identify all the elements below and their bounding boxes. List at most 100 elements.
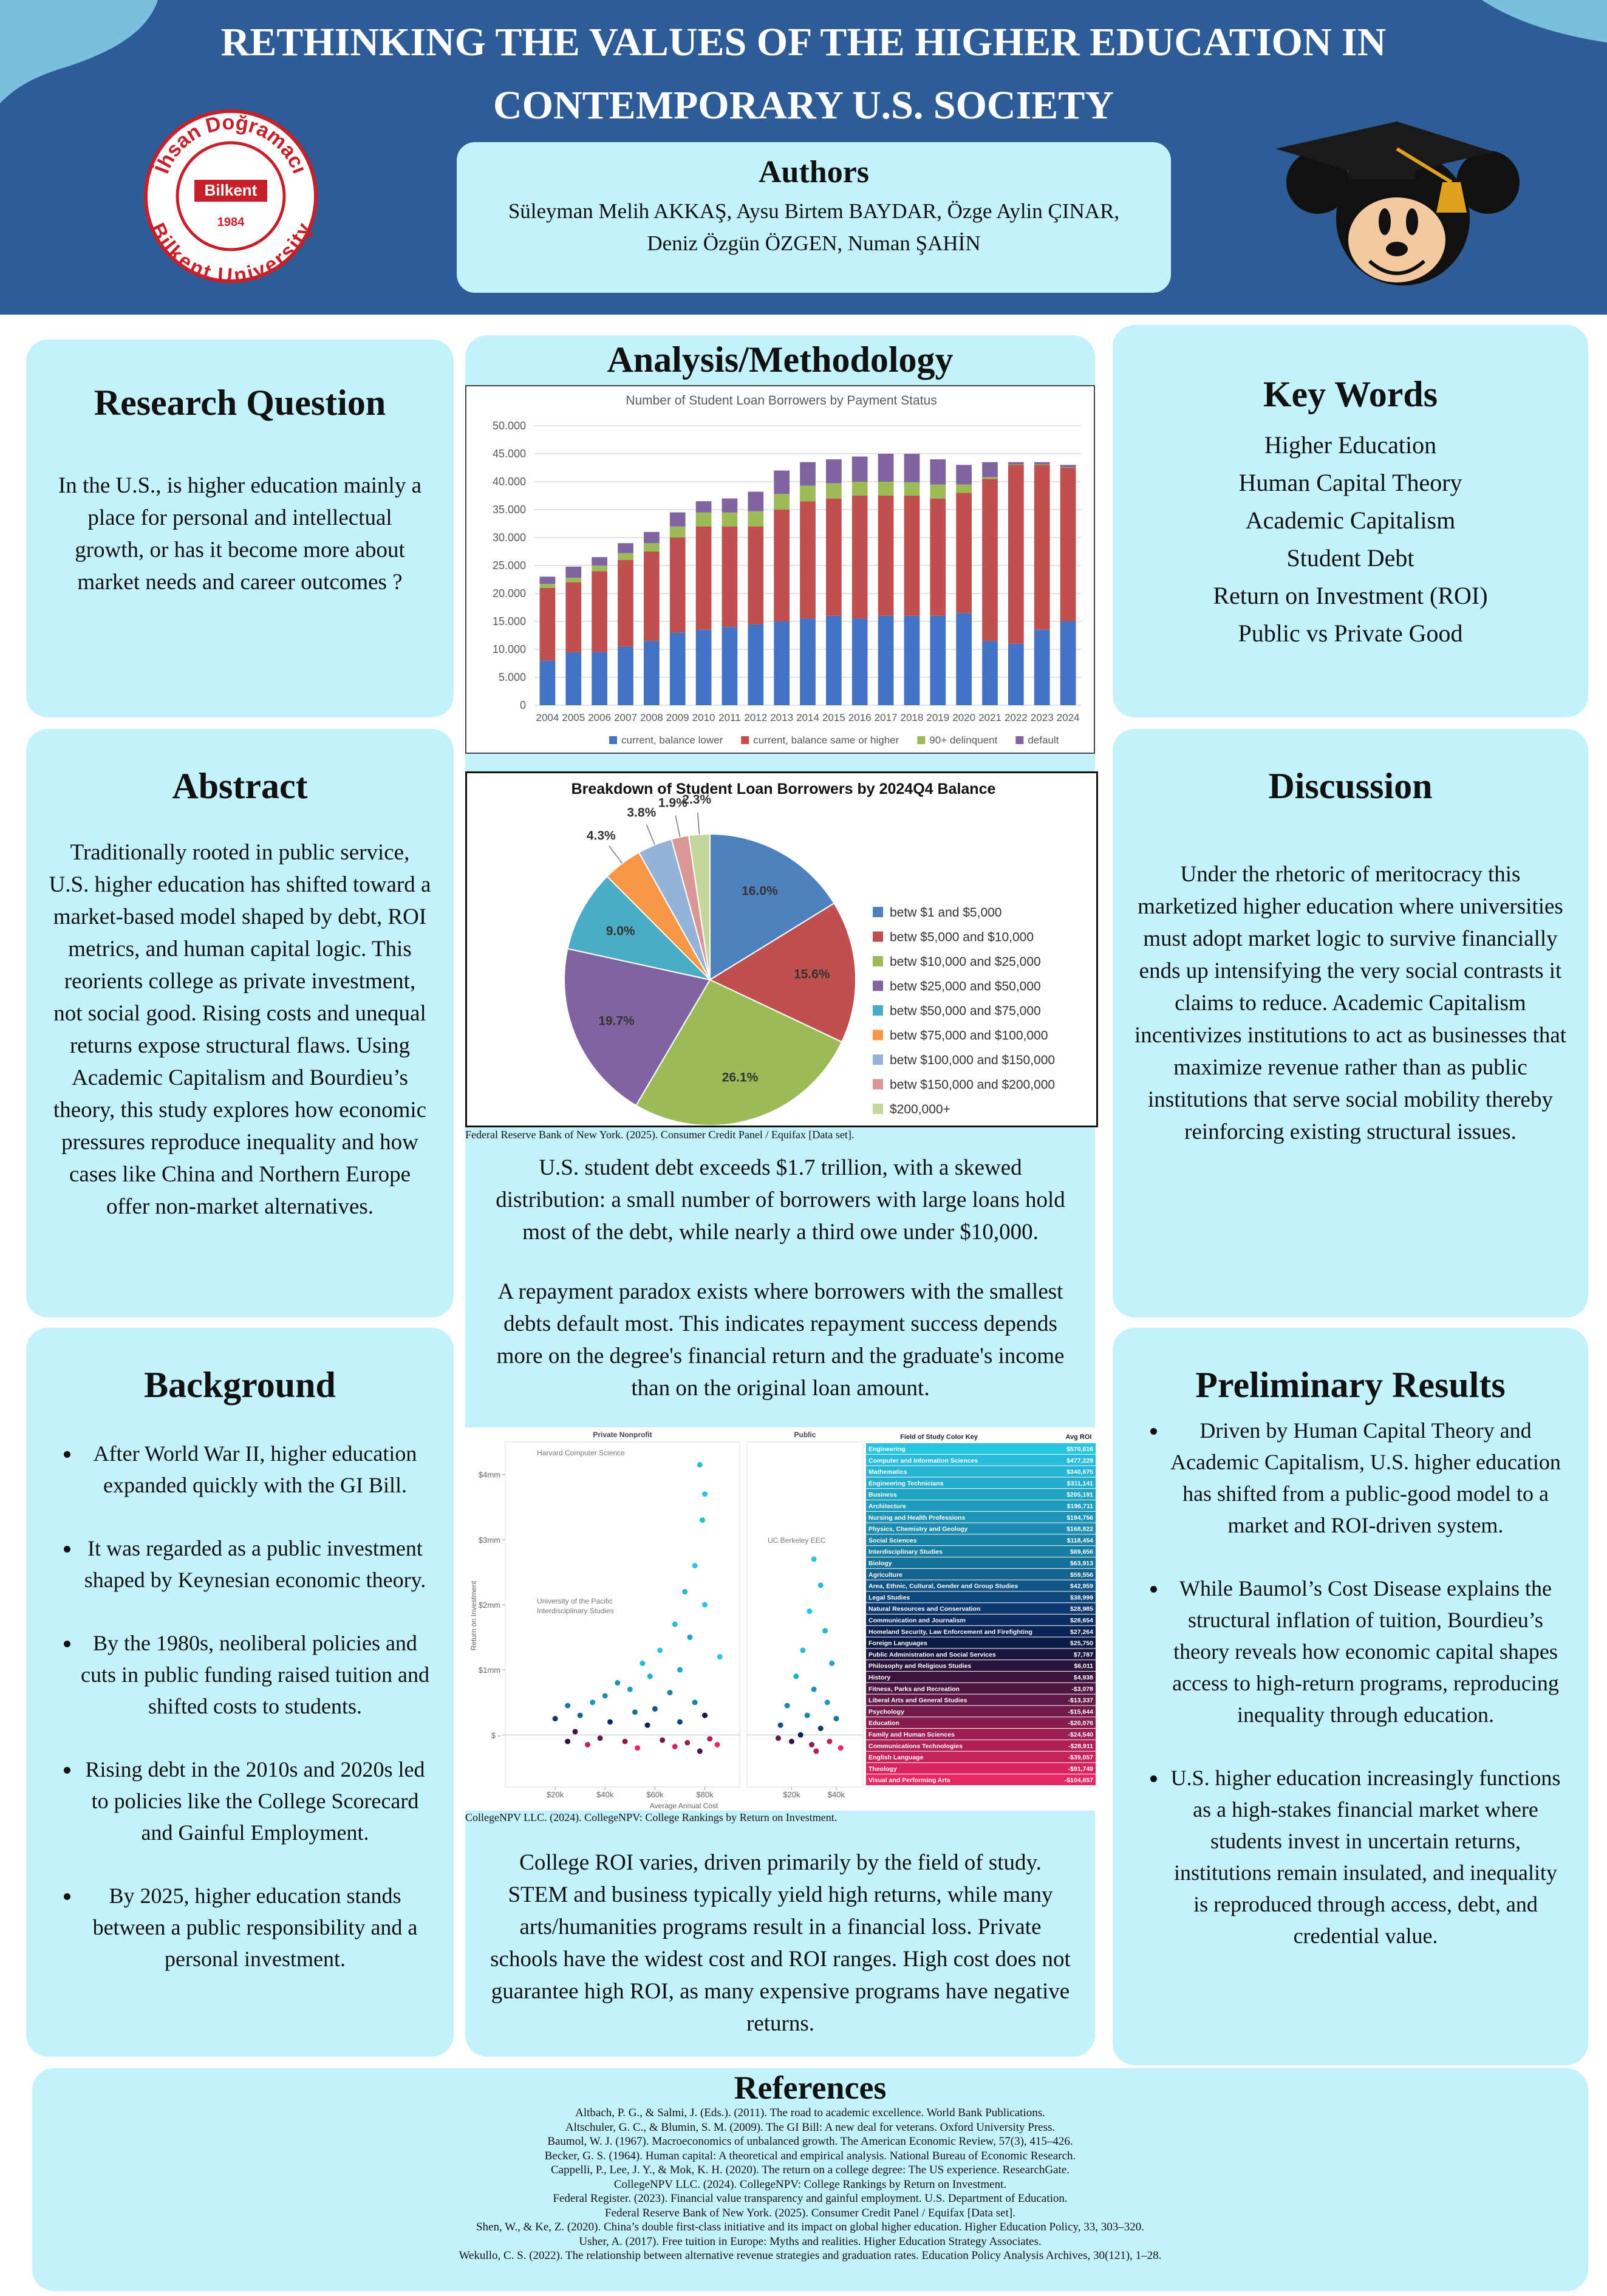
legend-label: current, balance lower	[621, 734, 723, 746]
bar-segment	[695, 512, 712, 527]
pie-slice	[567, 875, 712, 981]
x-tick-label: 2021	[978, 712, 1001, 723]
bar-segment	[982, 477, 998, 479]
data-label: 2.3%	[682, 793, 711, 807]
leader-line	[609, 846, 623, 864]
bar-segment	[644, 531, 660, 544]
x-tick-label: $20k	[547, 1790, 564, 1799]
bar-segment	[722, 627, 738, 705]
section-heading: Discussion	[1268, 766, 1433, 806]
scatter-point	[714, 1741, 720, 1748]
x-tick-label: 2004	[536, 712, 559, 723]
bar-segment	[722, 498, 738, 513]
key-row	[866, 1694, 1096, 1706]
author-line: Deniz Özgün ÖZGEN, Numan ŞAHİN	[647, 231, 981, 255]
scatter-point	[804, 1712, 810, 1718]
legend-label: betw $50,000 and $75,000	[890, 1004, 1041, 1018]
results-panel: Preliminary Results Driven by Human Capi…	[1113, 1328, 1588, 2065]
y-tick-label: $1mm	[479, 1666, 500, 1675]
scatter-point	[607, 1719, 613, 1725]
scatter-point	[793, 1673, 799, 1679]
y-tick-label: 35.000	[493, 504, 526, 516]
bar-segment	[904, 482, 920, 496]
scatter-point	[707, 1736, 713, 1742]
legend-swatch	[873, 1005, 883, 1016]
legend-swatch	[609, 736, 617, 744]
key-word: Return on Investment (ROI)	[1213, 582, 1488, 609]
logo-center: Bilkent	[205, 181, 258, 199]
key-field: Computer and Information Sciences	[868, 1457, 978, 1464]
author-line: Süleyman Melih AKKAŞ, Aysu Birtem BAYDAR…	[508, 199, 1120, 223]
bar-segment	[748, 511, 764, 527]
bar-segment	[722, 512, 738, 527]
chart-title: Number of Student Loan Borrowers by Paym…	[626, 394, 937, 408]
list-item: After World War II, higher education exp…	[81, 1438, 429, 1501]
bar-segment	[722, 526, 738, 627]
bar-segment	[644, 543, 660, 552]
bar-segment	[878, 496, 894, 616]
key-value: $118,454	[1067, 1537, 1093, 1544]
key-row	[866, 1591, 1096, 1603]
bar-segment	[592, 571, 607, 652]
y-tick-label: 10.000	[493, 643, 526, 655]
key-words-list: Higher Education Human Capital Theory Ac…	[1131, 426, 1570, 652]
legend-label: betw $1 and $5,000	[890, 906, 1002, 920]
key-word: Academic Capitalism	[1245, 507, 1456, 534]
reference: Cappelli, P., Lee, J. Y., & Mok, K. H. (…	[550, 2164, 1070, 2176]
bar-segment	[592, 557, 607, 565]
x-tick-label: 2005	[562, 712, 585, 723]
data-label: 15.6%	[794, 968, 830, 982]
legend-swatch	[917, 736, 926, 744]
authors-box: Authors Süleyman Melih AKKAŞ, Aysu Birte…	[457, 142, 1171, 293]
bar-segment	[930, 484, 946, 499]
scatter-point	[640, 1660, 646, 1666]
scatter-point	[797, 1732, 803, 1738]
key-field: Fitness, Parks and Recreation	[868, 1686, 960, 1693]
bar-segment	[669, 512, 686, 527]
chart-source: CollegeNPV LLC. (2024). CollegeNPV: Coll…	[465, 1811, 838, 1823]
panel-title: Private Nonprofit	[593, 1430, 652, 1439]
scatter-point	[677, 1719, 683, 1725]
bar-segment	[982, 641, 998, 705]
x-tick-label: 2012	[744, 712, 767, 723]
key-field: Theology	[868, 1765, 897, 1772]
y-tick-label: $ -	[491, 1731, 500, 1740]
key-row	[866, 1729, 1096, 1740]
scatter-point	[817, 1726, 824, 1732]
results-list: Driven by Human Capital Theory and Acade…	[1125, 1415, 1576, 1952]
data-label: 4.3%	[587, 829, 616, 842]
bar-segment	[592, 652, 607, 705]
key-row	[866, 1751, 1096, 1763]
reference: Altschuler, G. C., & Blumin, S. M. (2009…	[565, 2120, 1056, 2134]
y-tick-label: 50.000	[493, 420, 526, 432]
key-row	[866, 1763, 1096, 1774]
key-field: Mathematics	[868, 1469, 907, 1476]
key-value: $59,556	[1070, 1571, 1093, 1579]
reference: Wekullo, C. S. (2022). The relationship …	[459, 2249, 1162, 2262]
scatter-point	[684, 1740, 691, 1746]
bar-segment	[592, 565, 607, 572]
key-row	[866, 1466, 1096, 1477]
scatter-point	[692, 1700, 698, 1706]
bar-segment	[618, 646, 633, 705]
pie-chart: Breakdown of Student Loan Borrowers by 2…	[465, 771, 1098, 1127]
x-tick-label: $20k	[783, 1790, 800, 1799]
scatter-point	[829, 1660, 835, 1666]
key-word: Higher Education	[1264, 431, 1437, 459]
bar-segment	[539, 576, 556, 584]
x-tick-label: 2008	[640, 712, 663, 723]
scatter-point	[817, 1582, 824, 1588]
x-tick-label: 2013	[770, 712, 793, 723]
key-field: Psychology	[868, 1708, 904, 1715]
x-tick-label: $40k	[828, 1790, 845, 1799]
key-value: -$28,911	[1068, 1743, 1093, 1750]
key-row	[866, 1603, 1096, 1614]
bar-segment	[851, 618, 868, 705]
section-heading: Preliminary Results	[1195, 1365, 1506, 1405]
annotation: Interdisciplinary Studies	[537, 1607, 614, 1615]
legend-label: betw $100,000 and $150,000	[890, 1053, 1055, 1067]
key-field: Communications Technologies	[868, 1743, 963, 1750]
y-tick-label: $4mm	[479, 1471, 500, 1480]
data-label: 9.0%	[606, 924, 635, 938]
bar-segment	[1034, 464, 1050, 465]
